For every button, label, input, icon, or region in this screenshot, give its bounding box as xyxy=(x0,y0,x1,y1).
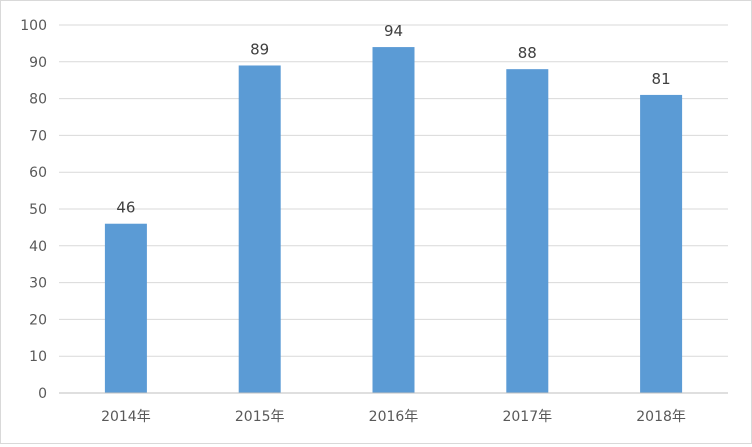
labels: 0 10 20 30 40 50 60 70 80 90 100 46 2014年 89 2015年 94 20… xyxy=(20,18,686,425)
data-label: 89 xyxy=(250,40,269,58)
y-tick-label: 40 xyxy=(29,239,47,255)
bar-2018年 xyxy=(640,94,683,394)
data-label: 94 xyxy=(384,22,403,40)
y-tick-label: 80 xyxy=(29,92,47,108)
y-tick-label: 70 xyxy=(29,128,47,144)
bar-2017年 xyxy=(506,69,549,393)
y-tick-label: 60 xyxy=(29,165,47,181)
x-tick-label: 2016年 xyxy=(369,409,419,425)
x-tick-label: 2015年 xyxy=(235,409,285,425)
y-tick-label: 10 xyxy=(29,349,47,365)
bar-2016年 xyxy=(372,47,415,393)
y-tick-label: 50 xyxy=(29,202,47,218)
bar-2015年 xyxy=(238,65,281,393)
x-tick-label: 2014年 xyxy=(101,409,151,425)
data-label: 46 xyxy=(116,199,135,217)
bars xyxy=(104,47,683,394)
x-tick-label: 2018年 xyxy=(636,409,686,425)
y-tick-label: 90 xyxy=(29,55,47,71)
data-label: 88 xyxy=(518,44,537,62)
y-tick-label: 30 xyxy=(29,276,47,292)
y-tick-label: 100 xyxy=(20,18,47,34)
data-label: 81 xyxy=(652,70,671,88)
y-tick-label: 0 xyxy=(38,386,47,402)
x-tick-label: 2017年 xyxy=(502,409,552,425)
y-tick-label: 20 xyxy=(29,312,47,328)
bar-2014年 xyxy=(104,223,147,393)
